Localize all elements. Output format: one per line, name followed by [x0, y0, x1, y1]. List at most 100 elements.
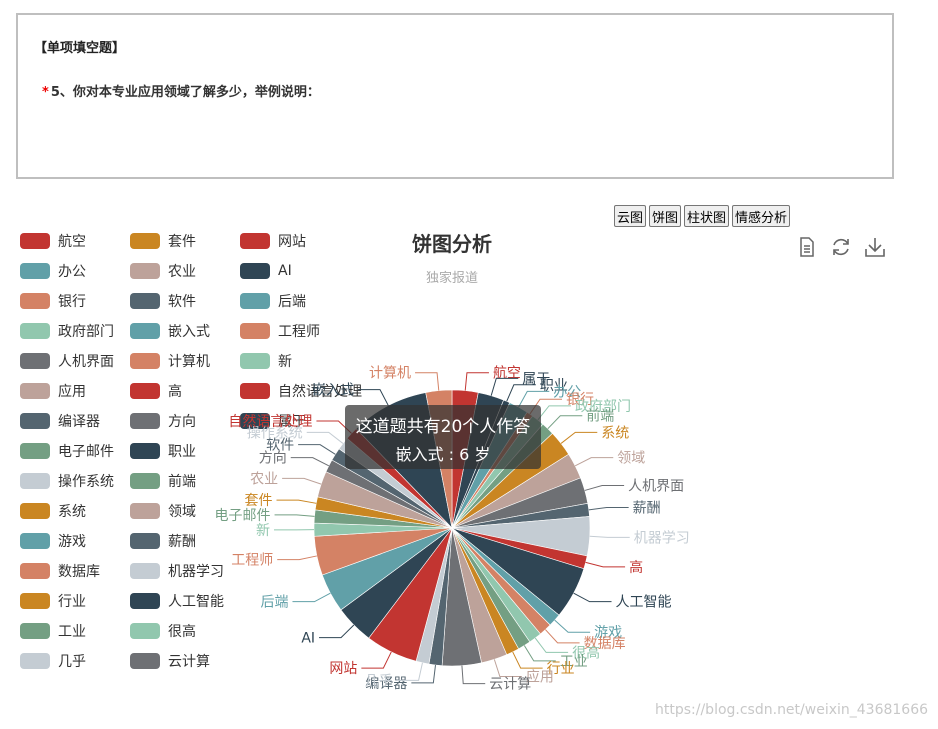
legend-swatch: [20, 593, 50, 609]
legend-item[interactable]: 人机界面: [20, 351, 114, 371]
data-view-icon[interactable]: [796, 236, 818, 258]
legend-swatch: [130, 473, 160, 489]
legend-label: 人机界面: [58, 354, 114, 370]
legend-item[interactable]: 前端: [130, 471, 196, 491]
refresh-icon[interactable]: [830, 236, 852, 258]
legend-swatch: [130, 503, 160, 519]
pie-label-line: [277, 555, 317, 561]
pie-label-line: [506, 384, 536, 402]
legend-item[interactable]: 系统: [20, 501, 86, 521]
pie-label-line: [298, 444, 336, 455]
legend-item[interactable]: 后端: [240, 291, 306, 311]
question-text: * 5、你对本专业应用领域了解多少，举例说明：: [42, 81, 320, 100]
legend-item[interactable]: 农业: [130, 261, 196, 281]
legend-label: 网站: [278, 234, 306, 250]
legend-item[interactable]: 自然语言处理: [240, 381, 362, 401]
watermark: https://blog.csdn.net/weixin_43681666: [655, 702, 929, 718]
chart-title: 饼图分析: [412, 232, 492, 256]
legend-item[interactable]: 工程师: [240, 321, 320, 341]
legend-label: 属于: [278, 414, 306, 430]
legend-label: AI: [278, 263, 292, 279]
pie-slice-label: 政府部门: [575, 399, 631, 415]
legend-label: 后端: [278, 294, 306, 310]
legend-item[interactable]: 新: [240, 351, 292, 371]
legend-item[interactable]: 行业: [20, 591, 86, 611]
legend-item[interactable]: AI: [240, 261, 292, 281]
pie-label-line: [518, 390, 550, 408]
legend-item[interactable]: 计算机: [130, 351, 210, 371]
legend-label: 行业: [58, 594, 86, 610]
legend-item[interactable]: 网站: [240, 231, 306, 251]
pie-slice-label: 很高: [572, 644, 600, 661]
legend-swatch: [130, 413, 160, 429]
pie-label-line: [574, 457, 614, 467]
legend-swatch: [130, 653, 160, 669]
pie-label-line: [411, 664, 436, 684]
legend-label: 银行: [58, 294, 86, 310]
pie-label-line: [493, 659, 522, 677]
pie-label-line: [461, 665, 486, 685]
legend-item[interactable]: 领域: [130, 501, 196, 521]
pie-label-line: [560, 431, 598, 444]
legend-item[interactable]: 数据库: [20, 561, 100, 581]
legend-swatch: [240, 233, 270, 249]
legend-item[interactable]: 编译器: [20, 411, 100, 431]
pie-label-line: [545, 629, 580, 644]
required-mark: *: [42, 85, 49, 100]
legend-swatch: [20, 353, 50, 369]
sentiment-button[interactable]: 情感分析: [732, 205, 791, 227]
legend-item[interactable]: 人工智能: [130, 591, 224, 611]
legend-item[interactable]: 银行: [20, 291, 86, 311]
tooltip-line-1: 这道题共有20个人作答: [355, 417, 531, 437]
legend-label: 自然语言处理: [278, 384, 362, 400]
legend-item[interactable]: 职业: [130, 441, 196, 461]
legend-swatch: [130, 593, 160, 609]
legend-item[interactable]: 属于: [240, 411, 306, 431]
legend-item[interactable]: 很高: [130, 621, 196, 641]
pie-label-line: [274, 514, 315, 517]
chart-type-toolbar: 云图 饼图 柱状图 情感分析: [614, 205, 791, 227]
legend-item[interactable]: 办公: [20, 261, 86, 281]
pie-slice-label: 云计算: [489, 677, 531, 693]
legend-item[interactable]: 政府部门: [20, 321, 114, 341]
legend-label: 航空: [58, 234, 86, 250]
legend-swatch: [130, 263, 160, 279]
legend-item[interactable]: 工业: [20, 621, 86, 641]
wordcloud-button[interactable]: 云图: [614, 205, 647, 227]
legend-item[interactable]: 方向: [130, 411, 196, 431]
legend-item[interactable]: 软件: [130, 291, 196, 311]
pie-label-line: [523, 645, 556, 662]
legend-item[interactable]: 高: [130, 381, 182, 401]
pie-slice-label: 操作系统: [247, 425, 303, 441]
bar-button[interactable]: 柱状图: [684, 205, 730, 227]
pie-slice-label: 编译器: [365, 676, 407, 692]
legend-swatch: [20, 473, 50, 489]
legend-label: 工业: [58, 624, 86, 640]
legend-label: 嵌入式: [168, 324, 210, 340]
legend-item[interactable]: 电子邮件: [20, 441, 114, 461]
legend-item[interactable]: 嵌入式: [130, 321, 210, 341]
pie-label-line: [415, 372, 440, 391]
pie-slice-label: 职业: [540, 378, 568, 394]
legend-item[interactable]: 机器学习: [130, 561, 224, 581]
legend-label: 套件: [168, 234, 196, 250]
legend-label: 数据库: [58, 564, 100, 580]
download-icon[interactable]: [864, 236, 886, 258]
legend-item[interactable]: 操作系统: [20, 471, 114, 491]
legend-item[interactable]: 应用: [20, 381, 86, 401]
pie-button[interactable]: 饼图: [649, 205, 682, 227]
legend-item[interactable]: 套件: [130, 231, 196, 251]
legend-item[interactable]: 薪酬: [130, 531, 196, 551]
legend-label: 工程师: [278, 324, 320, 340]
legend-swatch: [20, 383, 50, 399]
legend-item[interactable]: 航空: [20, 231, 86, 251]
legend-swatch: [20, 653, 50, 669]
legend-item[interactable]: 几乎: [20, 651, 86, 671]
pie-label-line: [358, 389, 389, 406]
legend-label: 计算机: [168, 354, 210, 370]
legend-item[interactable]: 游戏: [20, 531, 86, 551]
pie-slice-label: 计算机: [369, 366, 411, 382]
legend-swatch: [130, 323, 160, 339]
legend-item[interactable]: 云计算: [130, 651, 210, 671]
